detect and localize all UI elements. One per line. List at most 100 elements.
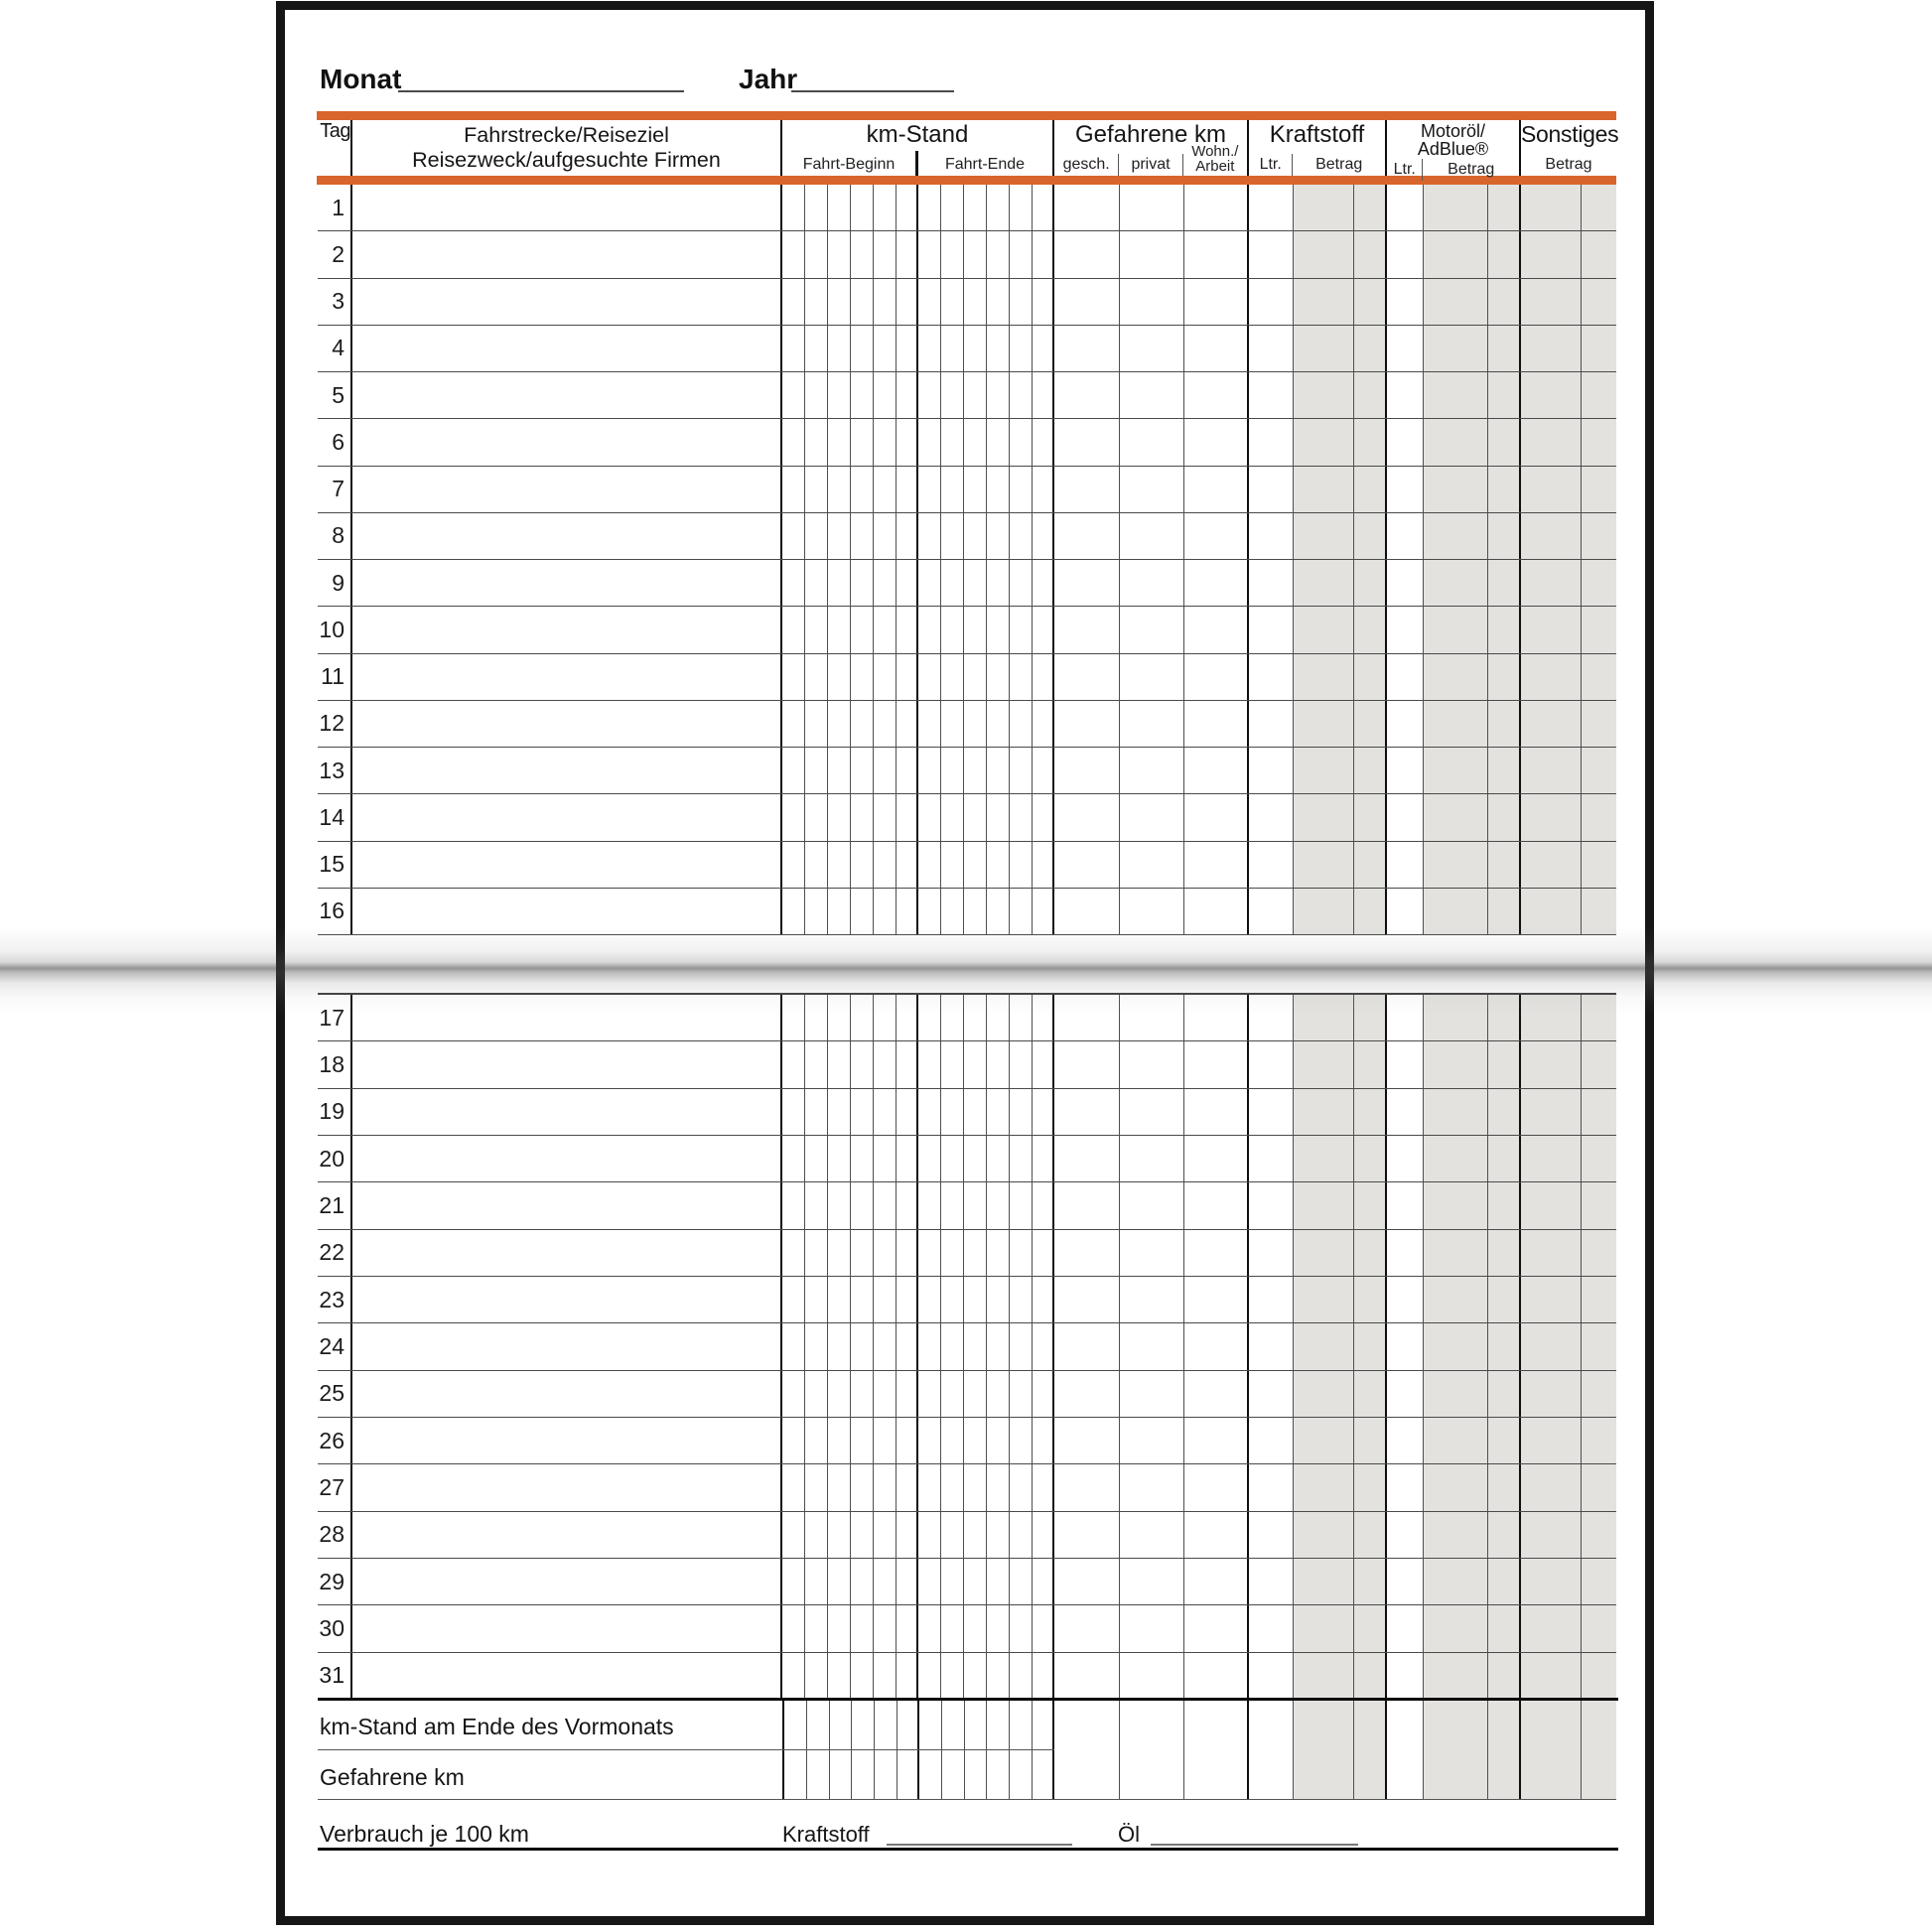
km-end-digit-cell[interactable]: [941, 279, 964, 325]
motoroel-ltr-cell[interactable]: [1387, 419, 1424, 465]
km-begin-digit-cell[interactable]: [851, 467, 874, 512]
kraftstoff-betrag-cell[interactable]: [1294, 326, 1354, 371]
km-privat-cell[interactable]: [1120, 326, 1184, 371]
kraftstoff-betrag-cell[interactable]: [1354, 1464, 1387, 1510]
km-privat-cell[interactable]: [1120, 1605, 1184, 1651]
km-end-digit-cell[interactable]: [987, 889, 1010, 934]
motoroel-ltr-cell[interactable]: [1387, 654, 1424, 700]
motoroel-betrag-cell[interactable]: [1424, 560, 1488, 606]
km-end-digit-cell[interactable]: [918, 1418, 941, 1463]
km-begin-digit-cell[interactable]: [782, 231, 805, 277]
km-end-digit-cell[interactable]: [987, 1371, 1010, 1417]
km-end-digit-cell[interactable]: [918, 372, 941, 418]
km-begin-digit-cell[interactable]: [828, 1371, 851, 1417]
km-begin-digit-cell[interactable]: [805, 842, 828, 888]
sonstiges-betrag-cell[interactable]: [1521, 1182, 1582, 1228]
km-end-digit-cell[interactable]: [941, 560, 964, 606]
kraftstoff-betrag-cell[interactable]: [1354, 279, 1387, 325]
day-cell[interactable]: 3: [318, 279, 352, 325]
km-end-digit-cell[interactable]: [987, 1041, 1010, 1087]
sonstiges-betrag-cell[interactable]: [1521, 1512, 1582, 1558]
km-end-digit-cell[interactable]: [918, 995, 941, 1040]
km-end-digit-cell[interactable]: [987, 701, 1010, 747]
monat-input-line[interactable]: [398, 90, 684, 92]
km-begin-digit-cell[interactable]: [828, 513, 851, 559]
km-begin-digit-cell[interactable]: [874, 1089, 897, 1135]
km-begin-digit-cell[interactable]: [874, 842, 897, 888]
motoroel-betrag-cell[interactable]: [1424, 1041, 1488, 1087]
route-cell[interactable]: [352, 419, 782, 465]
km-wohn-arbeit-cell[interactable]: [1184, 842, 1249, 888]
motoroel-betrag-cell[interactable]: [1488, 1464, 1521, 1510]
km-end-digit-cell[interactable]: [964, 1230, 987, 1276]
motoroel-betrag-cell[interactable]: [1424, 1559, 1488, 1604]
motoroel-ltr-cell[interactable]: [1387, 1701, 1424, 1800]
km-end-digit-cell[interactable]: [1033, 560, 1054, 606]
km-begin-digit-cell[interactable]: [874, 513, 897, 559]
motoroel-betrag-cell[interactable]: [1424, 794, 1488, 840]
motoroel-ltr-cell[interactable]: [1387, 1089, 1424, 1135]
motoroel-betrag-cell[interactable]: [1488, 1559, 1521, 1604]
km-end-digit-cell[interactable]: [1033, 1089, 1054, 1135]
km-begin-digit-cell[interactable]: [874, 1277, 897, 1322]
km-begin-digit-cell[interactable]: [874, 889, 897, 934]
km-end-digit-cell[interactable]: [1010, 1136, 1033, 1181]
kraftstoff-betrag-cell[interactable]: [1354, 1418, 1387, 1463]
km-end-digit-cell[interactable]: [918, 607, 941, 652]
km-begin-digit-cell[interactable]: [897, 701, 918, 747]
motoroel-ltr-cell[interactable]: [1387, 1182, 1424, 1228]
day-cell[interactable]: 1: [318, 185, 352, 230]
km-begin-digit-cell[interactable]: [874, 1605, 897, 1651]
km-end-digit-cell[interactable]: [1010, 419, 1033, 465]
motoroel-betrag-cell[interactable]: [1424, 1653, 1488, 1699]
route-cell[interactable]: [352, 1089, 782, 1135]
km-begin-digit-cell[interactable]: [828, 1605, 851, 1651]
km-begin-digit-cell[interactable]: [897, 1418, 918, 1463]
km-end-digit-cell[interactable]: [941, 1464, 964, 1510]
sonstiges-betrag-cell[interactable]: [1582, 701, 1616, 747]
kraftstoff-betrag-cell[interactable]: [1294, 1605, 1354, 1651]
km-privat-cell[interactable]: [1120, 231, 1184, 277]
km-begin-digit-cell[interactable]: [782, 748, 805, 793]
km-begin-digit-cell[interactable]: [874, 794, 897, 840]
sonstiges-betrag-cell[interactable]: [1521, 279, 1582, 325]
km-end-digit-cell[interactable]: [1010, 372, 1033, 418]
km-end-digit-cell[interactable]: [987, 1605, 1010, 1651]
km-end-digit-cell[interactable]: [1033, 1701, 1054, 1800]
km-privat-cell[interactable]: [1120, 1230, 1184, 1276]
km-begin-digit-cell[interactable]: [897, 560, 918, 606]
km-begin-digit-cell[interactable]: [874, 1323, 897, 1369]
motoroel-ltr-cell[interactable]: [1387, 326, 1424, 371]
km-end-digit-cell[interactable]: [964, 701, 987, 747]
km-wohn-arbeit-cell[interactable]: [1184, 1182, 1249, 1228]
km-end-digit-cell[interactable]: [918, 654, 941, 700]
km-end-digit-cell[interactable]: [941, 1418, 964, 1463]
sonstiges-betrag-cell[interactable]: [1521, 1418, 1582, 1463]
km-end-digit-cell[interactable]: [964, 1371, 987, 1417]
km-wohn-arbeit-cell[interactable]: [1184, 1371, 1249, 1417]
km-begin-digit-cell[interactable]: [828, 607, 851, 652]
km-begin-digit-cell[interactable]: [828, 1230, 851, 1276]
sonstiges-betrag-cell[interactable]: [1582, 889, 1616, 934]
km-gesch-cell[interactable]: [1054, 1605, 1120, 1651]
kraftstoff-ltr-cell[interactable]: [1249, 372, 1294, 418]
sonstiges-betrag-cell[interactable]: [1521, 231, 1582, 277]
km-end-digit-cell[interactable]: [941, 1323, 964, 1369]
motoroel-betrag-cell[interactable]: [1488, 1041, 1521, 1087]
km-wohn-arbeit-cell[interactable]: [1184, 560, 1249, 606]
km-begin-digit-cell[interactable]: [782, 1512, 805, 1558]
kraftstoff-ltr-cell[interactable]: [1249, 995, 1294, 1040]
km-end-digit-cell[interactable]: [1010, 279, 1033, 325]
km-begin-digit-cell[interactable]: [828, 372, 851, 418]
km-begin-digit-cell[interactable]: [805, 1371, 828, 1417]
km-gesch-cell[interactable]: [1054, 231, 1120, 277]
kraftstoff-betrag-cell[interactable]: [1354, 1653, 1387, 1699]
kraftstoff-betrag-cell[interactable]: [1354, 231, 1387, 277]
day-cell[interactable]: 29: [318, 1559, 352, 1604]
km-end-digit-cell[interactable]: [1033, 1605, 1054, 1651]
kraftstoff-betrag-cell[interactable]: [1354, 889, 1387, 934]
sonstiges-betrag-cell[interactable]: [1582, 467, 1616, 512]
kraftstoff-betrag-cell[interactable]: [1294, 467, 1354, 512]
sonstiges-betrag-cell[interactable]: [1521, 1605, 1582, 1651]
kraftstoff-ltr-cell[interactable]: [1249, 326, 1294, 371]
